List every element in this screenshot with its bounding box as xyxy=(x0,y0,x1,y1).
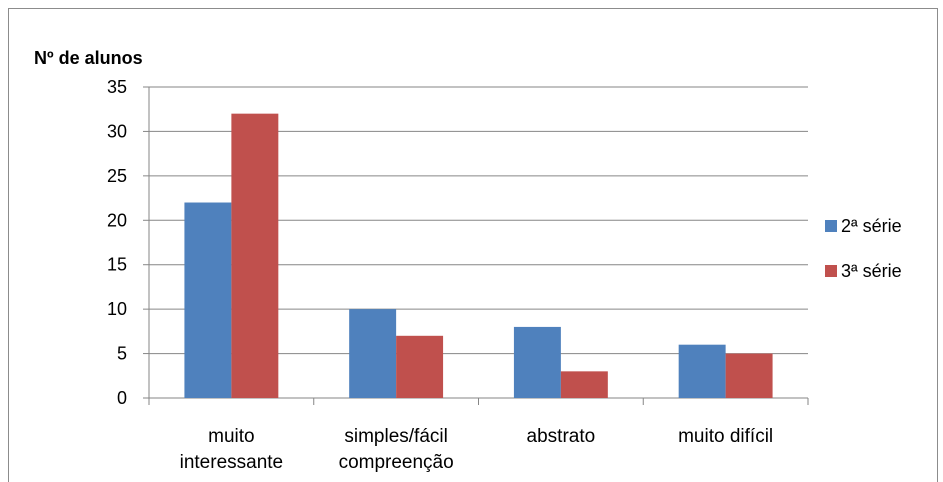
bar xyxy=(184,202,232,398)
x-category-labels: muito interessante simples/fácil compreençã… xyxy=(180,426,774,473)
legend-label: 2ª série xyxy=(841,216,902,236)
legend-swatch xyxy=(825,220,837,232)
y-tick-label: 5 xyxy=(117,344,127,364)
bar xyxy=(396,335,444,398)
bar xyxy=(231,113,279,399)
legend: 2ª série 3ª série xyxy=(825,216,902,281)
bar xyxy=(513,326,561,398)
y-tick-label: 35 xyxy=(107,77,127,97)
y-tick-label: 0 xyxy=(117,388,127,408)
y-tick-labels: 0 5 10 15 20 25 30 35 xyxy=(107,77,127,408)
y-tick-label: 30 xyxy=(107,121,127,141)
y-tick-label: 20 xyxy=(107,210,127,230)
y-tick-label: 15 xyxy=(107,255,127,275)
x-category-label: muito xyxy=(208,426,254,447)
legend-label: 3ª série xyxy=(841,261,902,281)
x-category-label: abstrato xyxy=(527,426,596,447)
bar xyxy=(560,371,608,398)
x-category-label: compreenção xyxy=(339,452,454,473)
legend-swatch xyxy=(825,265,837,277)
bar xyxy=(678,344,726,398)
x-category-label: muito difícil xyxy=(678,426,773,447)
x-category-label: simples/fácil xyxy=(344,426,447,447)
x-category-label: interessante xyxy=(180,452,284,473)
bar xyxy=(349,309,397,398)
y-tick-label: 10 xyxy=(107,299,127,319)
bars xyxy=(184,113,773,399)
y-axis-label: Nº de alunos xyxy=(34,48,143,68)
bar xyxy=(725,353,773,398)
y-tick-label: 25 xyxy=(107,166,127,186)
